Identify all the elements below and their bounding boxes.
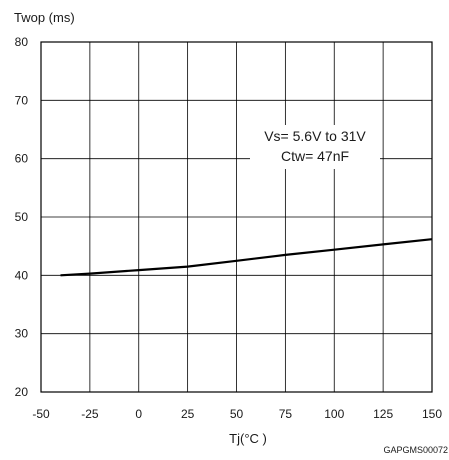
plot-frame (40, 41, 433, 393)
annotation-vs: Vs= 5.6V to 31V (264, 128, 366, 144)
x-tick-label: 125 (373, 407, 393, 421)
x-tick-label: 75 (279, 407, 293, 421)
x-tick-label: 150 (422, 407, 442, 421)
x-tick-label: 100 (324, 407, 344, 421)
x-tick-label: -50 (32, 407, 50, 421)
x-tick-label: 0 (135, 407, 142, 421)
y-tick-label: 70 (15, 93, 29, 107)
series-line (60, 238, 433, 277)
y-tick-label: 60 (15, 152, 29, 166)
grid (41, 42, 432, 392)
y-tick-label: 80 (15, 35, 29, 49)
x-tick-label: 50 (230, 407, 244, 421)
y-tick-label: 40 (15, 268, 29, 282)
y-axis-title: Twop (ms) (14, 10, 75, 25)
x-tick-label: 25 (181, 407, 195, 421)
x-tick-labels: -50 -25 0 25 50 75 100 125 150 (32, 407, 442, 421)
figure-id: GAPGMS00072 (383, 445, 448, 455)
y-tick-label: 30 (15, 327, 29, 341)
x-axis-title: Tj(°C ) (229, 431, 267, 446)
annotation-ctw: Ctw= 47nF (281, 148, 349, 164)
y-tick-label: 50 (15, 210, 29, 224)
y-tick-label: 20 (15, 385, 29, 399)
x-tick-label: -25 (81, 407, 99, 421)
annotation-background (250, 125, 380, 169)
y-tick-labels: 20 30 40 50 60 70 80 (15, 35, 29, 399)
